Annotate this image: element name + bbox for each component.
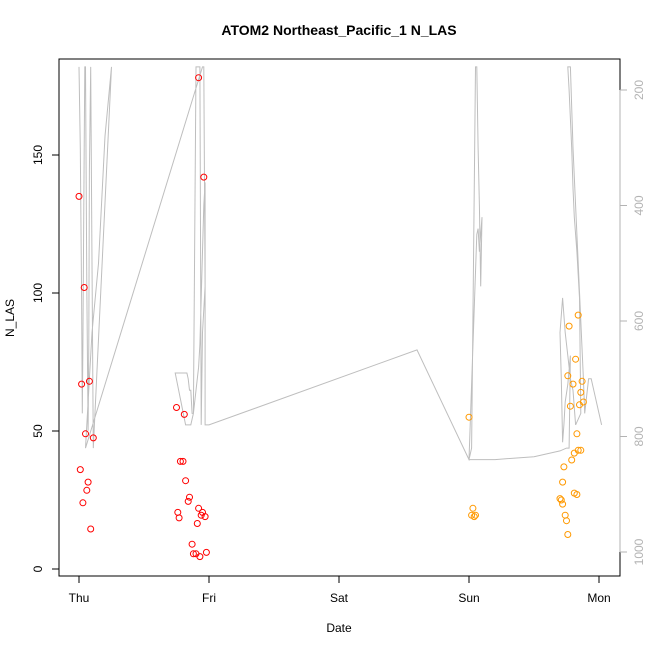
data-point [76,466,84,474]
data-point [182,477,190,485]
profile-line [78,66,603,462]
data-point [180,410,188,418]
y-tick-label: 50 [31,424,45,438]
data-point [568,456,576,464]
data-point [566,402,574,410]
data-point [201,513,209,521]
data-point [83,486,91,494]
data-point [557,496,565,504]
data-point [578,377,586,385]
data-point [579,398,587,406]
data-point [80,284,88,291]
data-point [559,500,567,508]
data-point [179,457,187,465]
data-point [577,388,585,396]
data-point [82,430,89,438]
y-tick-label: 100 [31,283,45,303]
x-tick-label: Sun [458,591,479,605]
data-point [565,322,573,330]
data-point [573,491,581,498]
data-point [200,173,208,181]
y-axis-right: 200 400 600 800 1000 [619,80,646,565]
y-tick-label: 150 [31,145,45,165]
data-point [564,531,572,538]
data-point [85,377,93,385]
data-point [193,520,201,527]
data-point [569,380,577,388]
data-point [79,499,87,507]
data-point [184,497,192,505]
data-point [577,446,585,454]
data-point [84,478,92,486]
y-right-tick-label: 600 [632,311,646,331]
y-right-tick-label: 400 [632,195,646,215]
points-layer [75,74,587,561]
plot-frame [58,58,621,577]
profile-layer [78,66,603,462]
x-axis-label: Date [326,621,352,635]
data-point [470,513,478,521]
data-point [188,540,196,548]
data-point [574,311,582,319]
data-point [469,504,477,512]
data-point [195,504,203,512]
data-point [186,493,193,501]
data-point [173,404,180,411]
data-point [559,478,567,486]
data-point [563,517,570,525]
data-point [197,511,205,519]
y-right-tick-label: 800 [632,426,646,446]
data-point [78,380,86,388]
data-point [89,434,97,442]
data-point [176,457,184,465]
data-point [465,413,473,421]
data-point [573,430,581,438]
y-right-tick-label: 1000 [632,538,646,565]
x-tick-label: Fri [202,591,216,605]
data-point [556,495,564,503]
data-point [564,372,572,380]
data-point [87,525,95,533]
x-axis: Thu Fri Sat Sun Mon [69,575,611,605]
data-point [75,192,83,200]
x-tick-label: Thu [69,591,90,605]
y-right-tick-label: 200 [632,80,646,100]
y-axis-label: N_LAS [3,299,17,337]
data-point [560,463,568,471]
y-axis: 0 50 100 150 [31,145,60,572]
data-point [189,550,197,558]
x-tick-label: Mon [587,591,610,605]
chart-title: ATOM2 Northeast_Pacific_1 N_LAS [221,22,456,38]
data-point [472,511,479,519]
y-tick-label: 0 [31,565,45,572]
data-point [570,449,578,457]
data-point [572,355,580,363]
x-tick-label: Sat [330,591,349,605]
data-point [195,74,203,82]
data-point [202,548,210,556]
data-point [175,514,183,522]
data-point [196,553,204,561]
